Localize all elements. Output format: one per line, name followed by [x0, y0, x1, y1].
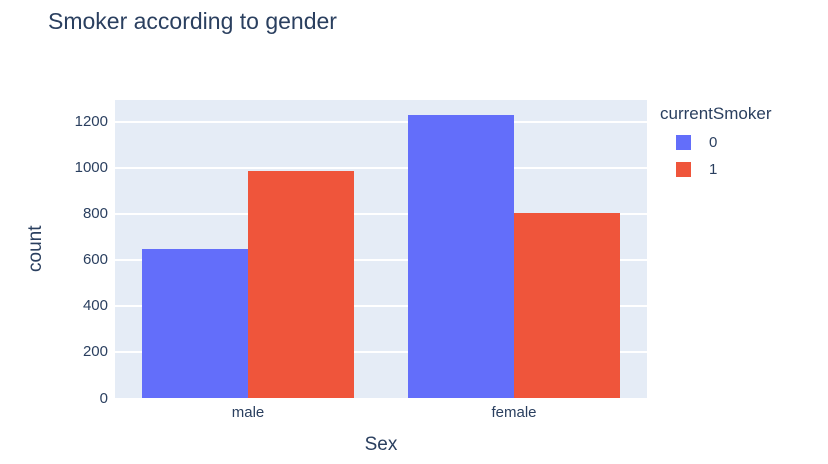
y-tick-label-800: 800 — [82, 205, 108, 223]
gridline-1000 — [115, 166, 647, 169]
legend-swatch-icon — [676, 135, 691, 150]
y-tick-label-1200: 1200 — [74, 113, 108, 131]
x-tick-label-male: male — [231, 404, 265, 421]
y-tick-label-200: 200 — [82, 343, 108, 361]
gridline-400 — [115, 304, 647, 307]
legend-swatch-icon — [676, 162, 691, 177]
gridline-1200 — [115, 120, 647, 123]
chart-title: Smoker according to gender — [48, 8, 337, 34]
y-tick-label-0: 0 — [99, 389, 108, 407]
plot-area — [115, 100, 647, 398]
y-axis-title: count — [25, 225, 46, 273]
legend-title: currentSmoker — [660, 104, 772, 123]
legend-item-1[interactable]: 1 — [676, 161, 771, 178]
bar-female-smoker-0[interactable] — [407, 114, 514, 398]
y-tick-label-400: 400 — [82, 297, 108, 315]
x-axis-title: Sex — [364, 434, 398, 455]
gridline-600 — [115, 258, 647, 261]
bar-male-smoker-1[interactable] — [248, 171, 355, 398]
legend-label: 0 — [709, 134, 718, 151]
y-tick-label-600: 600 — [82, 251, 108, 269]
legend-item-0[interactable]: 0 — [676, 134, 771, 151]
gridline-200 — [115, 350, 647, 353]
gridline-800 — [115, 212, 647, 215]
bar-female-smoker-1[interactable] — [514, 212, 621, 398]
bar-male-smoker-0[interactable] — [141, 249, 248, 398]
y-tick-label-1000: 1000 — [74, 159, 108, 177]
x-tick-label-female: female — [491, 404, 537, 421]
legend-label: 1 — [709, 161, 718, 178]
